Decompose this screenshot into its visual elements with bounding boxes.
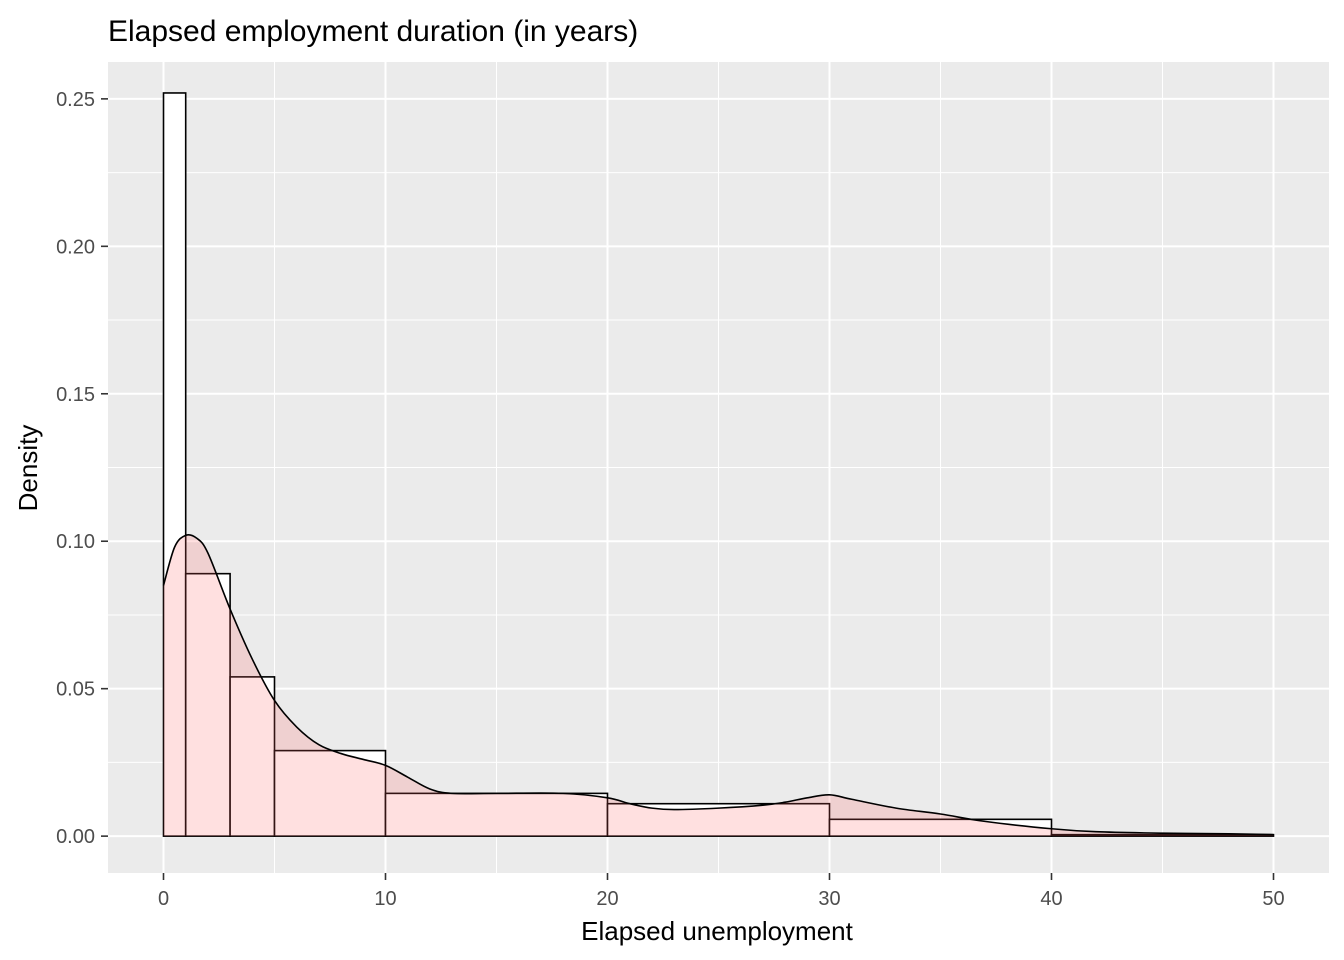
x-tick-label: 0	[158, 888, 169, 910]
histogram-bar	[162, 92, 187, 837]
y-tick-label: 0.15	[56, 384, 95, 406]
y-tick-label: 0.10	[56, 531, 95, 553]
x-axis-title: Elapsed unemployment	[581, 916, 853, 946]
y-axis: 0.00 0.05 0.10 0.15 0.20 0.25	[56, 89, 108, 848]
histogram-bar	[184, 572, 231, 837]
x-tick-label: 10	[374, 888, 396, 910]
y-tick-label: 0.25	[56, 89, 95, 111]
y-axis-title: Density	[13, 425, 43, 512]
x-tick-label: 30	[818, 888, 840, 910]
density-area	[163, 534, 1274, 837]
y-tick-label: 0.00	[56, 826, 95, 848]
histogram-bar	[606, 802, 831, 837]
y-tick-label: 0.05	[56, 679, 95, 701]
density-line	[162, 533, 1274, 836]
x-tick-label: 40	[1040, 888, 1062, 910]
density-curve-layer	[162, 533, 1274, 837]
histogram-bar	[229, 676, 276, 837]
x-tick-label: 50	[1262, 888, 1284, 910]
x-tick-label: 20	[596, 888, 618, 910]
minor-gridlines	[108, 62, 1329, 873]
chart-title: Elapsed employment duration (in years)	[108, 15, 638, 48]
y-tick-label: 0.20	[56, 236, 95, 258]
histogram-bar	[273, 749, 387, 837]
histogram-bar	[1050, 833, 1275, 837]
x-axis: 0 10 20 30 40 50	[158, 873, 1285, 910]
